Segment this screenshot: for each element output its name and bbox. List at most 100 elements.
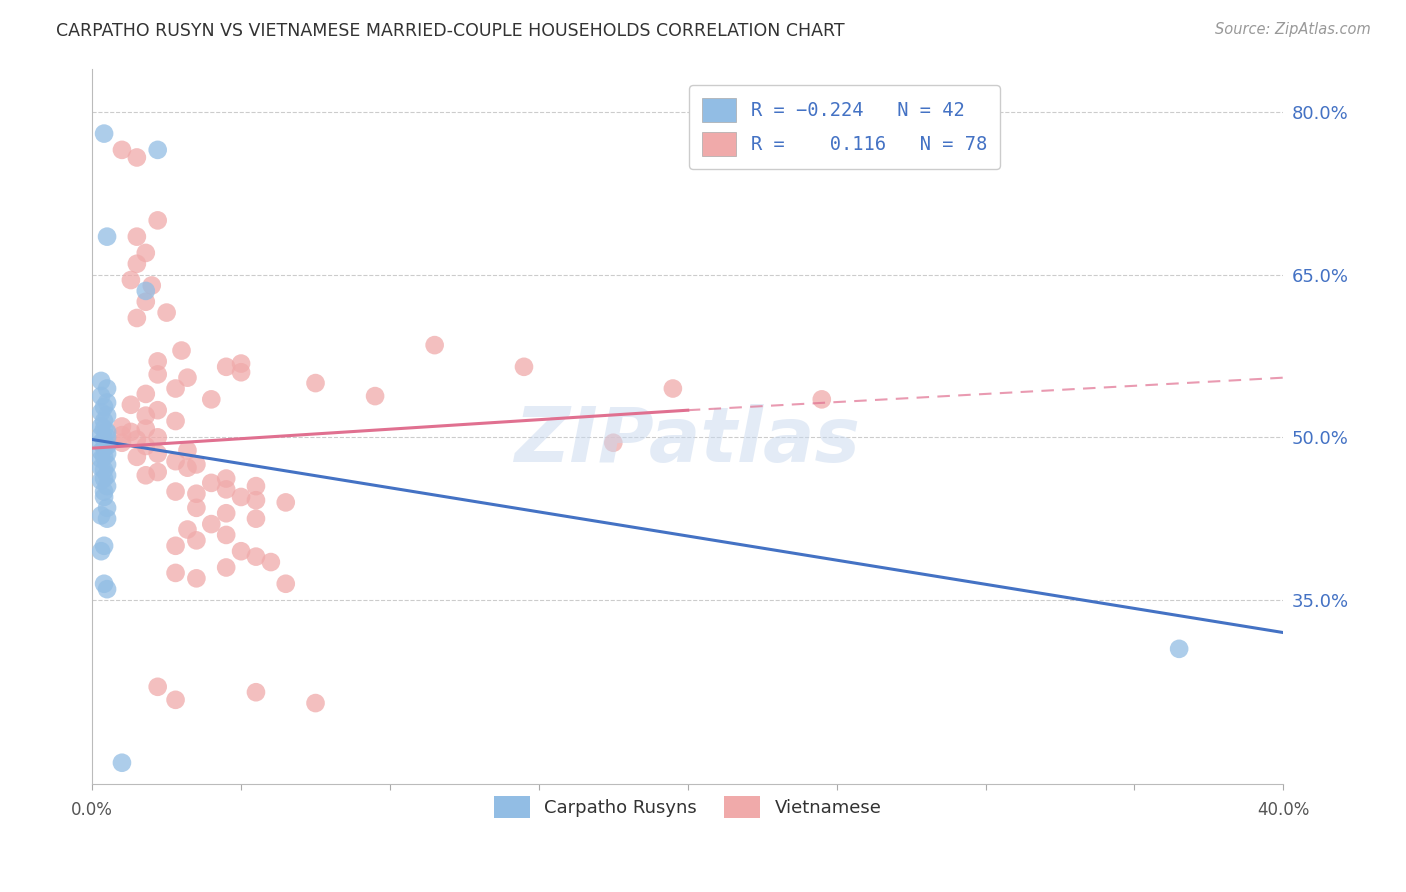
Point — [135, 294, 157, 309]
Point — [229, 365, 252, 379]
Point — [146, 680, 169, 694]
Point — [96, 395, 118, 409]
Point — [96, 229, 118, 244]
Point — [146, 213, 169, 227]
Point — [245, 549, 267, 564]
Point — [186, 487, 208, 501]
Point — [93, 400, 115, 414]
Point — [176, 523, 198, 537]
Point — [135, 284, 157, 298]
Point — [245, 511, 267, 525]
Point — [186, 533, 208, 548]
Point — [111, 756, 134, 770]
Point — [90, 405, 112, 419]
Text: 0.0%: 0.0% — [72, 801, 112, 819]
Point — [165, 566, 187, 580]
Point — [215, 528, 238, 542]
Point — [111, 435, 134, 450]
Point — [120, 425, 142, 439]
Point — [602, 435, 624, 450]
Point — [93, 414, 115, 428]
Point — [135, 422, 157, 436]
Point — [245, 493, 267, 508]
Point — [304, 376, 326, 390]
Point — [125, 257, 148, 271]
Point — [93, 490, 115, 504]
Point — [364, 389, 387, 403]
Point — [93, 127, 115, 141]
Point — [125, 433, 148, 447]
Point — [90, 452, 112, 467]
Point — [146, 430, 169, 444]
Point — [245, 479, 267, 493]
Point — [176, 370, 198, 384]
Point — [423, 338, 446, 352]
Point — [165, 484, 187, 499]
Point — [125, 229, 148, 244]
Point — [111, 419, 134, 434]
Point — [186, 571, 208, 585]
Point — [229, 490, 252, 504]
Point — [146, 354, 169, 368]
Point — [176, 460, 198, 475]
Point — [111, 428, 134, 442]
Point — [93, 441, 115, 455]
Point — [93, 433, 115, 447]
Point — [96, 468, 118, 483]
Point — [146, 447, 169, 461]
Point — [186, 500, 208, 515]
Point — [215, 483, 238, 497]
Point — [90, 374, 112, 388]
Point — [215, 471, 238, 485]
Point — [96, 409, 118, 423]
Point — [93, 463, 115, 477]
Point — [90, 544, 112, 558]
Point — [135, 439, 157, 453]
Point — [176, 443, 198, 458]
Point — [215, 506, 238, 520]
Point — [93, 484, 115, 499]
Point — [135, 409, 157, 423]
Point — [304, 696, 326, 710]
Point — [90, 474, 112, 488]
Point — [274, 576, 297, 591]
Point — [186, 458, 208, 472]
Point — [96, 425, 118, 439]
Point — [93, 539, 115, 553]
Point — [90, 419, 112, 434]
Point — [93, 422, 115, 436]
Point — [146, 143, 169, 157]
Point — [111, 143, 134, 157]
Point — [90, 435, 112, 450]
Point — [135, 246, 157, 260]
Point — [90, 508, 112, 523]
Point — [120, 273, 142, 287]
Point — [200, 517, 222, 532]
Point — [229, 544, 252, 558]
Point — [215, 560, 238, 574]
Point — [125, 311, 148, 326]
Point — [215, 359, 238, 374]
Point — [165, 454, 187, 468]
Point — [90, 444, 112, 458]
Point — [200, 392, 222, 407]
Text: CARPATHO RUSYN VS VIETNAMESE MARRIED-COUPLE HOUSEHOLDS CORRELATION CHART: CARPATHO RUSYN VS VIETNAMESE MARRIED-COU… — [56, 22, 845, 40]
Point — [170, 343, 193, 358]
Point — [96, 582, 118, 597]
Point — [156, 305, 179, 319]
Point — [93, 576, 115, 591]
Point — [135, 387, 157, 401]
Point — [93, 450, 115, 464]
Point — [165, 414, 187, 428]
Point — [810, 392, 832, 407]
Point — [513, 359, 536, 374]
Point — [96, 447, 118, 461]
Point — [1168, 641, 1191, 656]
Point — [93, 471, 115, 485]
Point — [260, 555, 283, 569]
Point — [96, 382, 118, 396]
Point — [125, 450, 148, 464]
Point — [90, 389, 112, 403]
Point — [96, 479, 118, 493]
Point — [135, 468, 157, 483]
